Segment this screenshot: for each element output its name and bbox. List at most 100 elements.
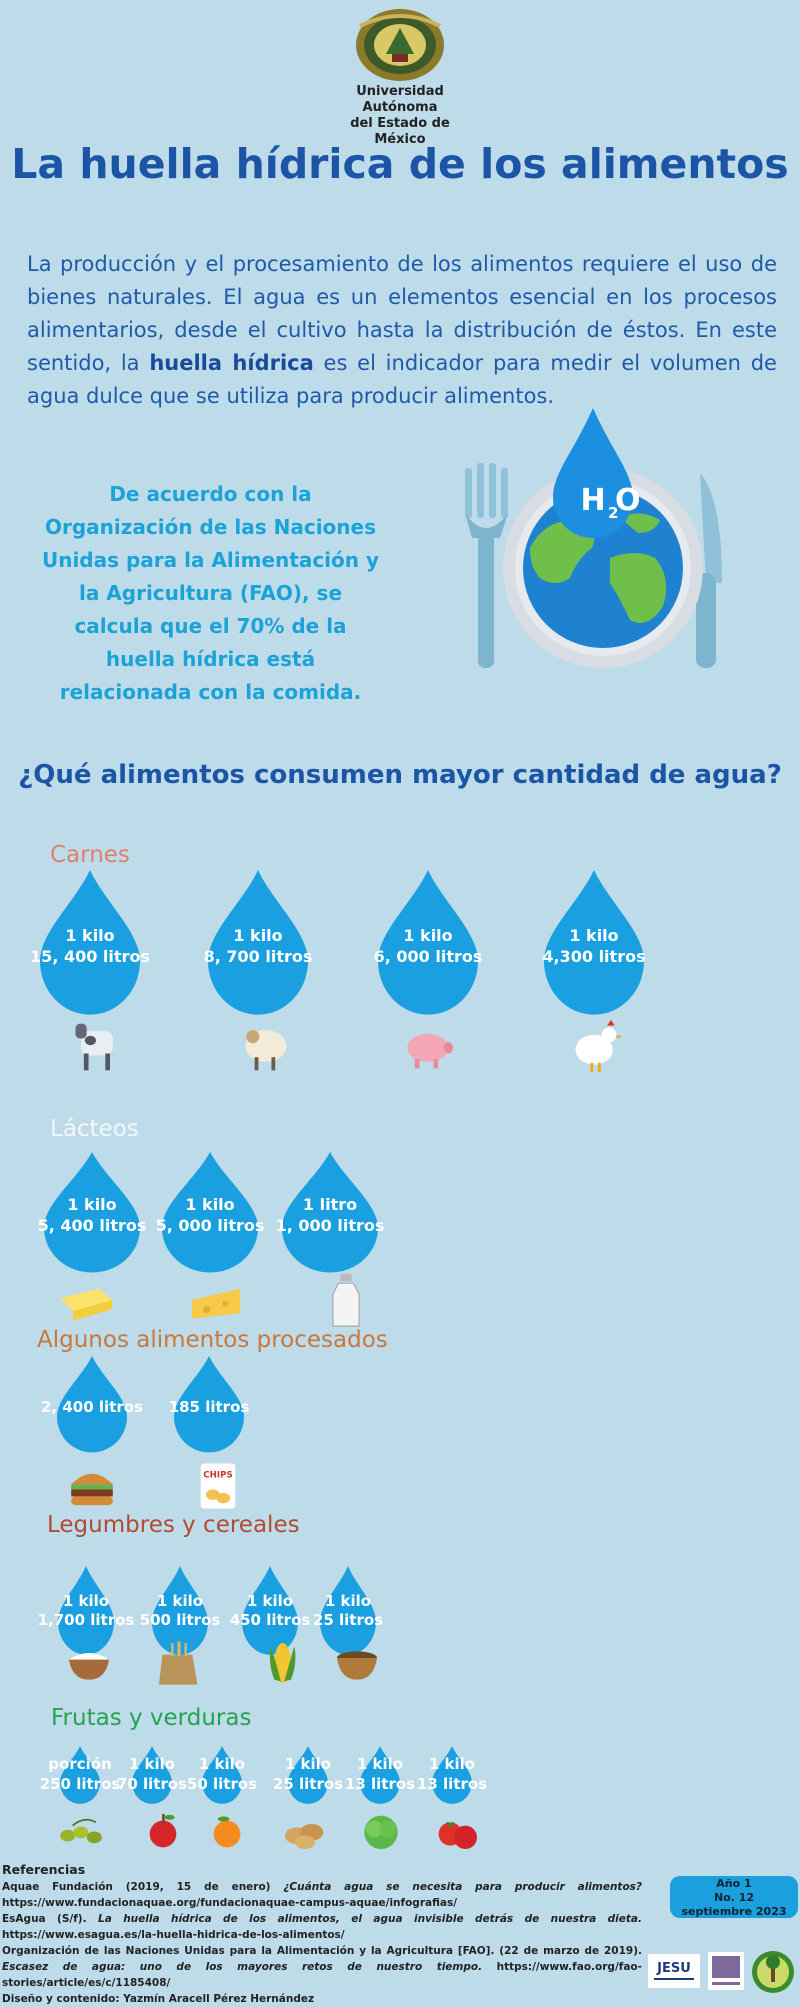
intro-highlight: huella hídrica bbox=[149, 351, 314, 375]
section-title-frutas: Frutas y verduras bbox=[51, 1705, 252, 1731]
drop-label-quantity: 1 kilo bbox=[284, 1755, 332, 1774]
reference-3-title: Escasez de agua: uno de los mayores reto… bbox=[2, 1961, 483, 1973]
drop-label: 1 kilo 500 litros bbox=[110, 1592, 250, 1631]
references: Referencias Aquae Fundación (2019, 15 de… bbox=[2, 1862, 642, 2007]
section-title-lacteos: Lácteos bbox=[50, 1116, 139, 1142]
potatoes-icon bbox=[285, 1824, 324, 1849]
water-drop-icon: H 2 O bbox=[553, 408, 641, 538]
drop-label-quantity: 1 kilo bbox=[403, 926, 453, 945]
drop-label-water: 13 litros bbox=[344, 1774, 416, 1793]
intro-text-start: La producción y el procesamiento de los … bbox=[27, 252, 777, 375]
reference-3: Organización de las Naciones Unidas para… bbox=[2, 1945, 642, 1989]
water-drop-icon bbox=[132, 1746, 172, 1804]
reference-3-author: Organización de las Naciones Unidas para… bbox=[2, 1945, 642, 1957]
burger-icon bbox=[71, 1473, 113, 1506]
corn-icon bbox=[269, 1643, 296, 1683]
drop-label-water: 4,300 litros bbox=[542, 946, 646, 966]
water-drop-icon bbox=[44, 1152, 140, 1273]
drop-label-water: 185 litros bbox=[168, 1398, 250, 1416]
page-title: La huella hídrica de los alimentos bbox=[11, 140, 789, 188]
water-drop-icon bbox=[152, 1566, 208, 1655]
reference-1-title: ¿Cuánta agua se necesita para producir a… bbox=[283, 1881, 642, 1893]
drop-label-water: 500 litros bbox=[139, 1611, 221, 1630]
milk-bottle-icon bbox=[332, 1273, 360, 1327]
nature-logo bbox=[752, 1951, 794, 1993]
drop-label: 1 kilo 25 litros bbox=[238, 1755, 378, 1794]
reference-3-link[interactable]: https://www.fao.org/fao-stories/article/… bbox=[2, 1961, 642, 1989]
water-drop-icon bbox=[378, 870, 478, 1015]
drop-label: 2, 400 litros bbox=[22, 1398, 162, 1418]
drop-label-quantity: 1 litro bbox=[302, 1195, 358, 1214]
reference-2-title: La huella hídrica de los alimentos, el a… bbox=[98, 1913, 642, 1925]
pig-icon bbox=[407, 1033, 454, 1069]
drop-label: 1 kilo 25 litros bbox=[278, 1592, 418, 1631]
drop-label-water: 1, 000 litros bbox=[275, 1215, 385, 1235]
credits: Diseño y contenido: Yazmín Aracell Pérez… bbox=[2, 1993, 315, 2005]
svg-text:H: H bbox=[580, 483, 605, 518]
drop-label: 1 kilo 5, 400 litros bbox=[22, 1195, 162, 1237]
drop-label-water: 6, 000 litros bbox=[373, 946, 483, 966]
olives-icon bbox=[60, 1818, 102, 1844]
intro-text-end: es el indicador para medir el volumen de… bbox=[27, 351, 777, 408]
water-drop-icon bbox=[288, 1746, 328, 1804]
cheese-icon bbox=[191, 1288, 241, 1319]
drop-label: 1 kilo 1,700 litros bbox=[16, 1592, 156, 1631]
jesu-logo: JESU bbox=[648, 1954, 700, 1988]
question-heading: ¿Qué alimentos consumen mayor cantidad d… bbox=[18, 760, 782, 790]
drop-label-water: 70 litros bbox=[116, 1774, 188, 1793]
drop-label-quantity: 1 kilo bbox=[198, 1755, 246, 1774]
drop-label-water: 2, 400 litros bbox=[41, 1398, 143, 1416]
drop-label-water: 25 litros bbox=[312, 1611, 384, 1630]
fao-statement: De acuerdo con la Organización de las Na… bbox=[41, 482, 380, 704]
drop-label-water: 450 litros bbox=[229, 1611, 311, 1630]
reference-2-link[interactable]: https://www.esagua.es/la-huella-hidrica-… bbox=[2, 1929, 345, 1941]
university-name-line1: Universidad Autónoma bbox=[356, 84, 444, 115]
section-title-carnes: Carnes bbox=[50, 842, 130, 868]
university-logo: Universidad Autónoma del Estado de Méxic… bbox=[340, 6, 460, 147]
drop-label-water: 15, 400 litros bbox=[30, 946, 150, 966]
drop-label-water: 25 litros bbox=[272, 1774, 344, 1793]
water-drop-icon bbox=[40, 870, 140, 1015]
section-title-procesados: Algunos alimentos procesados bbox=[37, 1327, 388, 1353]
drop-label: 1 kilo 13 litros bbox=[382, 1755, 522, 1794]
drop-label: 185 litros bbox=[139, 1398, 279, 1418]
water-drop-icon bbox=[174, 1356, 244, 1453]
drop-label: 1 litro 1, 000 litros bbox=[260, 1195, 400, 1237]
institute-logo bbox=[708, 1952, 744, 1990]
water-drop-icon bbox=[544, 870, 644, 1015]
water-drop-icon bbox=[58, 1566, 114, 1655]
water-drop-icon bbox=[57, 1356, 127, 1453]
badge-date: septiembre 2023 bbox=[681, 1905, 787, 1918]
reference-1-author: Aquae Fundación (2019, 15 de enero) bbox=[2, 1881, 284, 1893]
drop-label-quantity: 1 kilo bbox=[185, 1195, 235, 1214]
apple-icon bbox=[149, 1814, 177, 1848]
drop-label: 1 kilo 50 litros bbox=[152, 1755, 292, 1794]
svg-text:O: O bbox=[615, 483, 641, 518]
drop-label-quantity: 1 kilo bbox=[569, 926, 619, 945]
rice-bowl-icon bbox=[69, 1653, 109, 1680]
water-drop-icon bbox=[242, 1566, 298, 1655]
drop-label-quantity: 1 kilo bbox=[233, 926, 283, 945]
water-drop-icon bbox=[202, 1746, 242, 1804]
footer-logos: JESU bbox=[648, 1951, 794, 1993]
reference-2: EsAgua (S/f). La huella hídrica de los a… bbox=[2, 1913, 642, 1941]
butter-icon bbox=[59, 1288, 113, 1321]
wheat-sack-icon bbox=[159, 1641, 198, 1685]
plate-earth-illustration: H 2 O bbox=[465, 408, 722, 668]
drop-label-water: 250 litros bbox=[39, 1774, 121, 1793]
fork-icon bbox=[465, 463, 508, 668]
chicken-icon bbox=[575, 1019, 623, 1073]
badge-year: Año 1 bbox=[716, 1877, 752, 1890]
reference-1-link[interactable]: https://www.fundacionaquae.org/fundacion… bbox=[2, 1897, 458, 1909]
water-drop-icon bbox=[282, 1152, 378, 1273]
water-drop-icon bbox=[60, 1746, 100, 1804]
drop-label-water: 50 litros bbox=[186, 1774, 258, 1793]
drop-label-quantity: 1 kilo bbox=[356, 1755, 404, 1774]
drop-label-quantity: 1 kilo bbox=[62, 1591, 110, 1610]
reference-1: Aquae Fundación (2019, 15 de enero) ¿Cuá… bbox=[2, 1881, 642, 1909]
earth-icon bbox=[523, 488, 683, 648]
reference-2-author: EsAgua (S/f). bbox=[2, 1913, 99, 1925]
drop-label-quantity: 1 kilo bbox=[65, 926, 115, 945]
university-seal-icon bbox=[356, 9, 444, 81]
water-drop-icon bbox=[208, 870, 308, 1015]
